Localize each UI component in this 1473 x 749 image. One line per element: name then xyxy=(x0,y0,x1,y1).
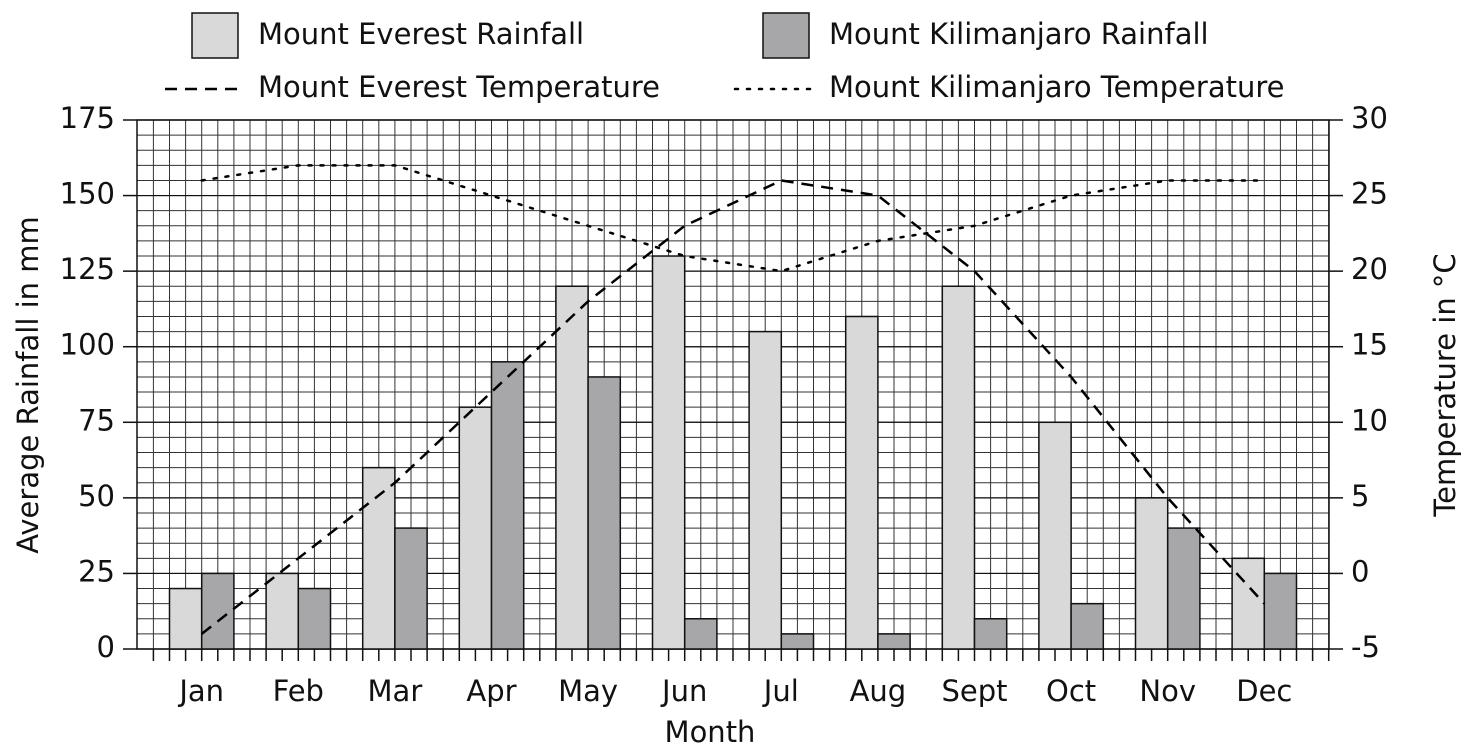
bar xyxy=(297,587,332,650)
x-tick-label: Apr xyxy=(466,674,516,708)
bar xyxy=(265,572,300,650)
y-tick-label: 175 xyxy=(60,101,115,135)
bar xyxy=(1166,527,1201,650)
y-tick-label: 150 xyxy=(60,177,115,211)
y-tick-label: 75 xyxy=(78,403,115,437)
x-tick-label: Dec xyxy=(1236,674,1292,708)
y-tick-label: 0 xyxy=(97,630,115,664)
legend-label: Mount Everest Rainfall xyxy=(258,17,584,51)
legend-label: Mount Kilimanjaro Rainfall xyxy=(829,17,1209,51)
bar xyxy=(748,330,783,650)
y2-tick-label: 0 xyxy=(1351,554,1369,588)
plot-frame xyxy=(136,119,1330,650)
legend-label: Mount Everest Temperature xyxy=(258,70,660,104)
bar xyxy=(587,376,622,650)
bar xyxy=(780,633,815,650)
bar xyxy=(973,618,1008,650)
bar xyxy=(683,618,718,650)
bar xyxy=(1263,572,1298,650)
x-tick-label: Jan xyxy=(177,674,224,708)
y2-tick-label: 5 xyxy=(1351,479,1369,513)
bar xyxy=(877,633,911,650)
y2-tick-label: 20 xyxy=(1351,252,1388,286)
bar xyxy=(200,572,235,650)
y2-tick-label: 15 xyxy=(1351,328,1388,362)
x-tick-label: Sept xyxy=(941,674,1007,708)
x-tick-label: May xyxy=(558,674,618,708)
x-tick-label: Nov xyxy=(1139,674,1196,708)
legend-label: Mount Kilimanjaro Temperature xyxy=(829,70,1284,104)
y-tick-label: 100 xyxy=(60,328,115,362)
bar xyxy=(1134,497,1169,650)
x-tick-label: Mar xyxy=(368,674,423,708)
line xyxy=(200,164,1266,273)
y2-tick-label: 25 xyxy=(1351,177,1388,211)
y-axis-label: Average Rainfall in mm xyxy=(11,216,45,554)
y-tick-label: 125 xyxy=(60,252,115,286)
bar xyxy=(1231,557,1266,650)
y2-axis-label: Temperature in °C xyxy=(1428,253,1462,517)
bar xyxy=(941,285,976,650)
bar xyxy=(555,285,589,650)
x-tick-label: Oct xyxy=(1046,674,1096,708)
y-tick-label: 50 xyxy=(78,479,115,513)
y2-tick-label: 30 xyxy=(1351,101,1388,135)
y2-tick-label: 10 xyxy=(1351,403,1388,437)
x-tick-label: Feb xyxy=(273,674,324,708)
bar xyxy=(1070,602,1105,650)
bar xyxy=(458,406,493,650)
line xyxy=(200,179,1266,635)
bar xyxy=(651,255,686,650)
y-tick-label: 25 xyxy=(78,554,115,588)
x-tick-label: Aug xyxy=(850,674,907,708)
bar xyxy=(394,527,428,650)
bar xyxy=(844,315,879,650)
x-tick-label: Jul xyxy=(762,674,799,708)
bar xyxy=(490,361,525,650)
bar xyxy=(1038,421,1072,650)
bar xyxy=(168,587,203,650)
legend-swatch xyxy=(762,12,810,59)
legend-swatch xyxy=(191,12,239,59)
y2-tick-label: -5 xyxy=(1351,630,1380,664)
bar xyxy=(361,466,396,650)
x-tick-label: Jun xyxy=(660,674,707,708)
x-axis-label: Month xyxy=(665,715,756,749)
